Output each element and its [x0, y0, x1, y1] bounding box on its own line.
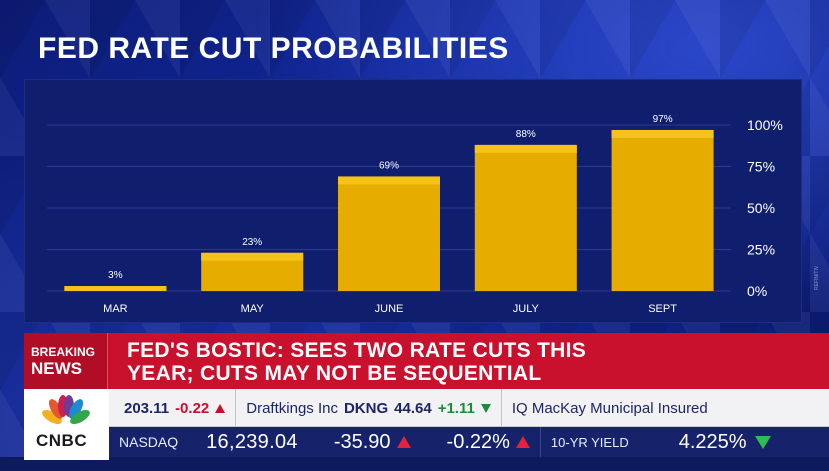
- breaking-news-tag: BREAKING NEWS: [24, 333, 108, 389]
- ticker-price: 44.64: [394, 399, 432, 417]
- headline-line-1: FED'S BOSTIC: SEES TWO RATE CUTS THIS: [127, 339, 587, 362]
- data-label: 3%: [108, 270, 123, 281]
- index-value: 16,239.04: [206, 430, 298, 453]
- bar: [474, 144, 577, 291]
- bar: [611, 129, 714, 291]
- ticker-row: 203.11 -0.22 Draftkings Inc DKNG 44.64 +…: [114, 389, 718, 426]
- ticker-item: IQ MacKay Municipal Insured: [502, 389, 718, 426]
- yield-value: 4.225%: [678, 430, 747, 453]
- y-tick-label: 0%: [747, 283, 767, 299]
- yield-label: 10-YR YIELD: [550, 434, 629, 450]
- down-triangle-icon: [515, 436, 530, 448]
- bar-top: [201, 252, 304, 261]
- breaking-headline: FED'S BOSTIC: SEES TWO RATE CUTS THIS YE…: [127, 339, 586, 385]
- breaking-label: BREAKING: [31, 345, 96, 359]
- up-triangle-icon: [754, 435, 771, 449]
- headline-line-2: YEAR; CUTS MAY NOT BE SEQUENTIAL: [127, 362, 542, 385]
- ticker-change: +1.11: [437, 399, 475, 417]
- ticker-change: -0.22: [175, 399, 210, 417]
- x-tick-label: MAY: [241, 303, 265, 315]
- peacock-icon: [42, 395, 90, 425]
- index-percent: -0.22%: [446, 430, 510, 453]
- down-triangle-icon: [215, 403, 226, 413]
- data-label: 97%: [653, 114, 673, 125]
- data-label: 88%: [516, 129, 536, 140]
- down-triangle-icon: [396, 436, 411, 448]
- x-tick-label: MAR: [103, 303, 128, 315]
- y-tick-label: 25%: [747, 242, 775, 258]
- bar-chart: 100% 75% 50% 25% 0% 3% MAR 23% MAY 69% JUNE 88% JULY…: [47, 114, 783, 315]
- bar-top: [338, 176, 440, 185]
- x-tick-label: SEPT: [648, 303, 677, 315]
- index-label: NASDAQ: [119, 434, 179, 450]
- y-tick-label: 100%: [747, 117, 783, 133]
- ticker-item: 203.11 -0.22: [114, 389, 237, 426]
- news-label: NEWS: [31, 359, 82, 378]
- chart-panel: 100% 75% 50% 25% 0% 3% MAR 23% MAY 69% JUNE 88% JULY…: [24, 79, 802, 323]
- data-label: 23%: [242, 237, 262, 248]
- ticker-item: Draftkings Inc DKNG 44.64 +1.11: [236, 389, 502, 426]
- x-tick-label: JULY: [513, 303, 540, 315]
- chart-title: FED RATE CUT PROBABILITIES: [38, 32, 509, 65]
- x-tick-label: JUNE: [375, 303, 404, 315]
- ticker-company: IQ MacKay Municipal Insured: [511, 399, 708, 417]
- ticker-company: Draftkings Inc: [246, 399, 338, 417]
- bar-top: [474, 144, 577, 153]
- bar: [338, 176, 440, 291]
- ticker-symbol: DKNG: [343, 399, 389, 417]
- market-bar: NASDAQ 16,239.04 -35.90 -0.22% 10-YR YIE…: [109, 427, 829, 457]
- y-tick-label: 50%: [747, 200, 775, 216]
- breaking-news-banner: BREAKING NEWS FED'S BOSTIC: SEES TWO RAT…: [24, 333, 829, 389]
- bottom-strip: [0, 457, 829, 471]
- stock-ticker: 203.11 -0.22 Draftkings Inc DKNG 44.64 +…: [24, 389, 829, 427]
- divider: [539, 427, 541, 457]
- ticker-price: 203.11: [124, 399, 170, 417]
- y-tick-label: 75%: [747, 159, 775, 175]
- logo-text: CNBC: [36, 431, 88, 450]
- source-mark: REFINITIV: [814, 265, 820, 290]
- cnbc-logo: CNBC: [24, 389, 109, 460]
- bar-top: [64, 286, 167, 291]
- up-triangle-icon: [480, 403, 491, 413]
- index-change: -35.90: [333, 430, 391, 453]
- data-label: 69%: [379, 160, 399, 171]
- bar-top: [611, 129, 714, 138]
